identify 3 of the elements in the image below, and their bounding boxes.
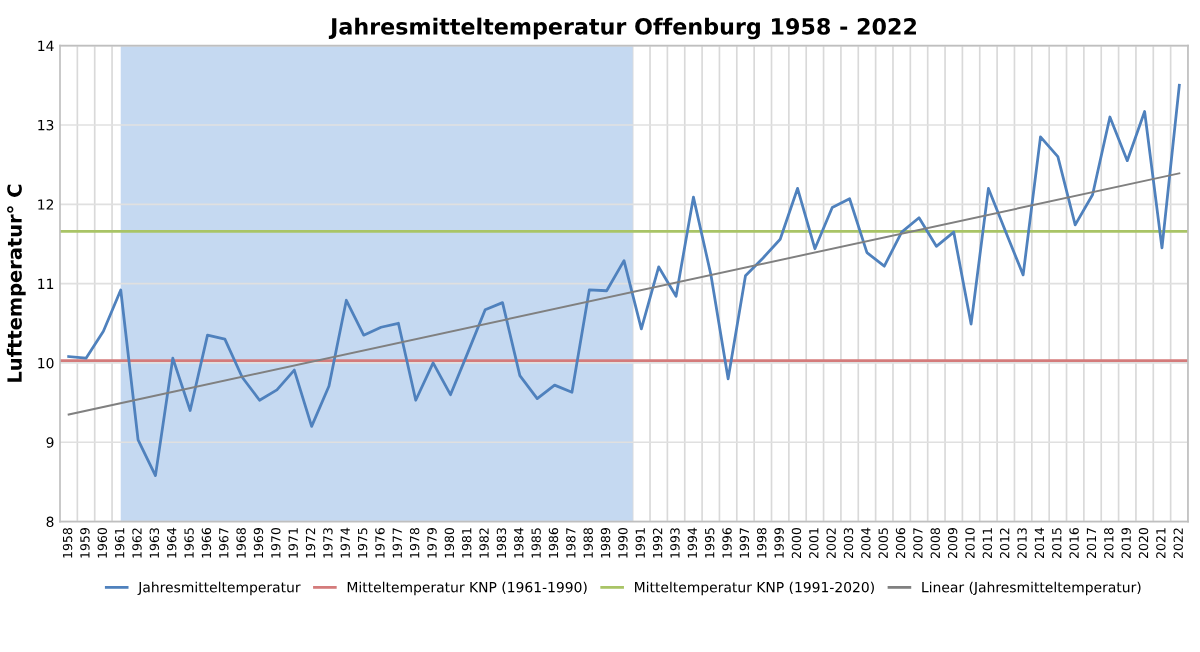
y-axis-title: Lufttemperatur° C <box>6 184 26 382</box>
line-series <box>67 83 1181 477</box>
chart-title: Jahresmitteltemperatur Offenburg 1958 - 2022 <box>328 17 916 40</box>
